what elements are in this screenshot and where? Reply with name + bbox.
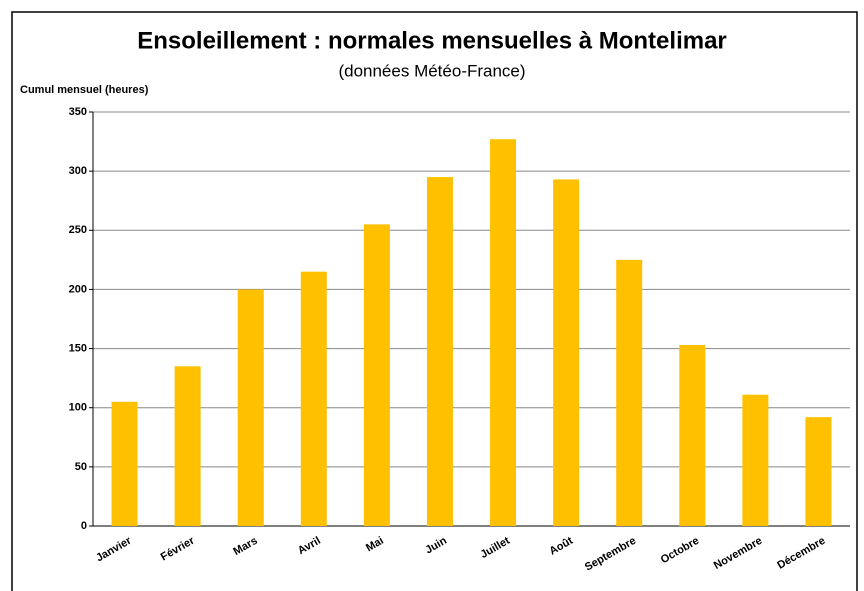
bar (553, 179, 580, 526)
y-tick-label: 100 (69, 402, 87, 414)
bar (174, 366, 201, 526)
bar (111, 401, 138, 526)
bar (363, 224, 390, 526)
y-tick-label: 250 (69, 224, 87, 236)
y-tick-label: 300 (69, 165, 87, 177)
bar (490, 139, 517, 526)
y-axis-label: Cumul mensuel (heures) (20, 84, 149, 96)
bar (616, 259, 643, 526)
y-tick-label: 150 (69, 342, 87, 354)
bar (679, 345, 706, 526)
bar (742, 394, 769, 526)
bar (300, 271, 327, 526)
y-tick-label: 50 (75, 461, 87, 473)
y-tick-label: 350 (69, 106, 87, 118)
chart-subtitle: (données Météo-France) (338, 61, 525, 80)
bar (237, 289, 264, 526)
bar (805, 417, 832, 526)
bar (426, 177, 453, 527)
y-tick-label: 0 (81, 520, 87, 532)
y-tick-label: 200 (69, 283, 87, 295)
chart-title: Ensoleillement : normales mensuelles à M… (137, 27, 727, 54)
